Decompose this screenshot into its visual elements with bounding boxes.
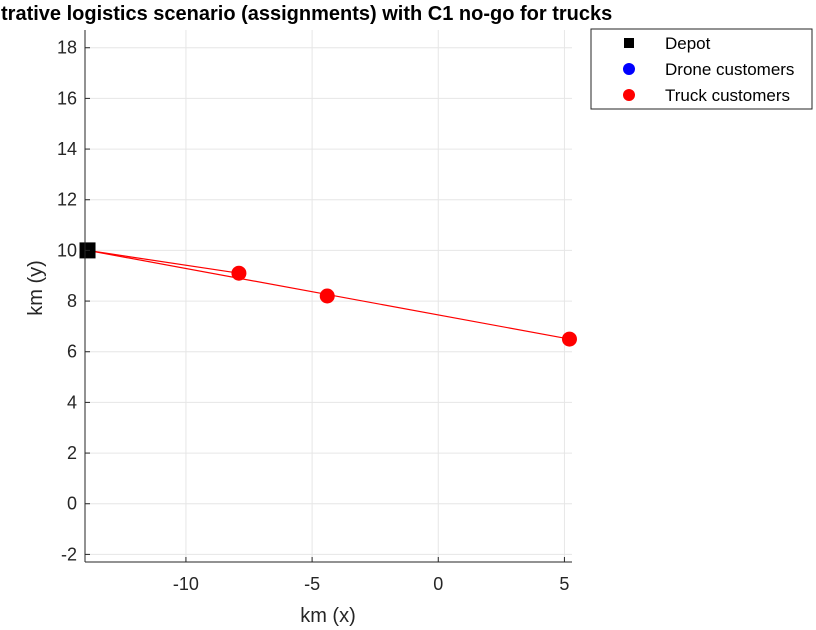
- legend-depot-label: Depot: [665, 34, 711, 53]
- legend-truck-label: Truck customers: [665, 86, 790, 105]
- y-tick-label: 10: [57, 240, 77, 260]
- y-tick-label: 18: [57, 38, 77, 58]
- y-tick-label: 16: [57, 88, 77, 108]
- axes: [84, 30, 572, 563]
- y-tick-label: 8: [67, 291, 77, 311]
- data-points: [79, 242, 577, 347]
- plot-area: [79, 30, 577, 563]
- x-tick-label: 5: [559, 574, 569, 594]
- y-tick-label: 2: [67, 443, 77, 463]
- truck-customer-point: [231, 265, 247, 281]
- y-tick-label: 6: [67, 342, 77, 362]
- legend: Depot Drone customers Truck customers: [590, 28, 813, 110]
- legend-drone-label: Drone customers: [665, 60, 794, 79]
- x-tick-label: 0: [433, 574, 443, 594]
- x-axis-label: km (x): [300, 605, 356, 627]
- y-tick-label: -2: [61, 544, 77, 564]
- x-tick-labels: -10 -5 0 5: [173, 574, 570, 594]
- y-tick-label: 12: [57, 190, 77, 210]
- legend-drone-marker: [623, 63, 635, 75]
- x-tick-label: -10: [173, 574, 199, 594]
- legend-depot-marker: [624, 38, 634, 48]
- truck-customer-point: [561, 331, 577, 347]
- y-tick-label: 4: [67, 392, 77, 412]
- y-tick-labels: -2 0 2 4 6 8 10 12 14 16 18: [57, 38, 77, 565]
- legend-truck-marker: [623, 89, 635, 101]
- truck-route-line: [87, 249, 240, 274]
- y-tick-label: 14: [57, 139, 77, 159]
- truck-customer-point: [319, 288, 335, 304]
- y-axis-label: km (y): [25, 260, 47, 316]
- chart-title: trative logistics scenario (assignments)…: [1, 3, 612, 25]
- y-tick-label: 0: [67, 494, 77, 514]
- x-tick-label: -5: [304, 574, 320, 594]
